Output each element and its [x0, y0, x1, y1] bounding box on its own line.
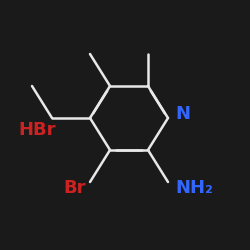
Text: Br: Br — [64, 179, 86, 197]
Text: N: N — [175, 105, 190, 123]
Text: NH₂: NH₂ — [175, 179, 213, 197]
Text: HBr: HBr — [18, 121, 56, 139]
